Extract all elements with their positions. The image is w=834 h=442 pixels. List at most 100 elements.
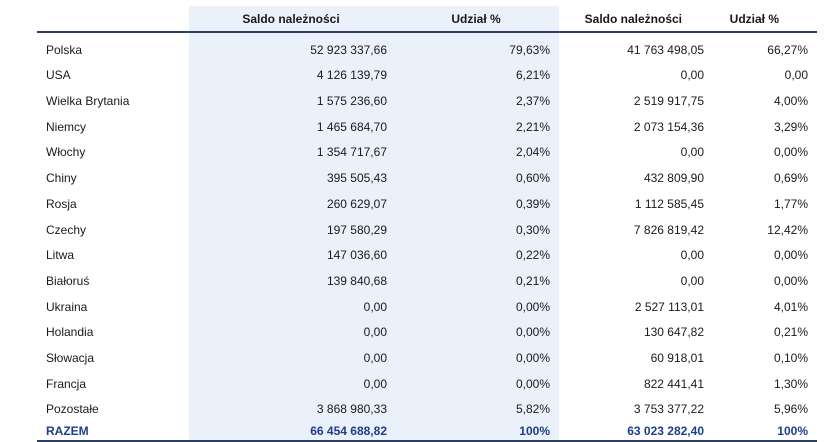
saldo-2-cell: 2 519 917,75 [633, 94, 704, 109]
udzial-2-cell: 3,29% [773, 119, 808, 134]
udzial-2-cell: 0,00 [784, 68, 808, 83]
udzial-1-cell: 0,21% [393, 264, 559, 290]
header-udzial-2: Udział % [710, 6, 817, 33]
udzial-2-cell: 0,00% [773, 145, 808, 160]
saldo-2-cell: 0,00 [680, 145, 704, 160]
table-row: Niemcy 1 465 684,70 2,21% 2 073 154,36 3,29% [37, 110, 817, 136]
udzial-2-cell: 0,00% [773, 273, 808, 288]
country-cell: Ukraina [46, 299, 88, 314]
saldo-2-cell: 60 918,01 [650, 350, 704, 365]
table-row: Pozostałe 3 868 980,33 5,82% 3 753 377,22 5,… [37, 392, 817, 419]
saldo-1-cell: 3 868 980,33 [189, 392, 393, 419]
saldo-1-cell: 0,00 [189, 289, 393, 316]
udzial-1-cell: 0,00% [393, 366, 559, 393]
saldo-2-cell: 0,00 [680, 273, 704, 288]
udzial-1-cell: 0,22% [393, 238, 559, 265]
total-udzial-2: 100% [710, 418, 817, 442]
udzial-2-cell: 0,69% [773, 171, 808, 186]
saldo-2-cell: 3 753 377,22 [633, 402, 704, 417]
saldo-1-cell: 0,00 [189, 366, 393, 393]
total-saldo-2: 63 023 282,40 [559, 418, 710, 442]
country-cell: Białoruś [46, 273, 90, 288]
country-cell: Wielka Brytania [46, 94, 130, 109]
udzial-1-cell: 2,21% [393, 110, 559, 136]
saldo-1-cell: 1 465 684,70 [189, 110, 393, 136]
saldo-1-cell: 139 840,68 [189, 264, 393, 290]
saldo-1-cell: 4 126 139,79 [189, 58, 393, 85]
saldo-2-cell: 130 647,82 [643, 325, 704, 340]
country-cell: Rosja [46, 196, 77, 211]
udzial-1-cell: 0,00% [393, 289, 559, 316]
udzial-2-cell: 4,01% [773, 299, 808, 314]
udzial-1-cell: 2,04% [393, 135, 559, 162]
saldo-2-cell: 0,00 [680, 248, 704, 263]
table-row: Włochy 1 354 717,67 2,04% 0,00 0,00% [37, 135, 817, 162]
udzial-2-cell: 0,10% [773, 350, 808, 365]
header-saldo-1: Saldo należności [189, 6, 393, 33]
udzial-1-cell: 0,30% [393, 212, 559, 239]
table-row: Francja 0,00 0,00% 822 441,41 1,30% [37, 366, 817, 393]
country-cell: Litwa [46, 248, 75, 263]
udzial-1-cell: 5,82% [393, 392, 559, 419]
udzial-1-cell: 0,00% [393, 315, 559, 342]
saldo-1-cell: 260 629,07 [189, 187, 393, 213]
udzial-1-cell: 2,37% [393, 84, 559, 111]
total-saldo-1: 66 454 688,82 [189, 418, 393, 442]
receivables-by-country-table: Saldo należności Udział % Saldo należnoś… [37, 6, 817, 442]
header-saldo-2: Saldo należności [559, 6, 710, 33]
country-cell: Czechy [46, 222, 87, 237]
country-cell: Chiny [46, 171, 77, 186]
udzial-1-cell: 79,63% [393, 32, 559, 59]
header-udzial-1: Udział % [393, 6, 559, 33]
country-cell: Włochy [46, 145, 86, 160]
udzial-2-cell: 66,27% [767, 42, 808, 57]
country-cell: Słowacja [46, 350, 95, 365]
table-row: Polska 52 923 337,66 79,63% 41 763 498,05 66… [37, 32, 817, 59]
saldo-2-cell: 822 441,41 [643, 376, 704, 391]
saldo-1-cell: 0,00 [189, 341, 393, 367]
country-cell: Pozostałe [46, 402, 99, 417]
country-cell: Niemcy [46, 119, 87, 134]
udzial-2-cell: 1,30% [773, 376, 808, 391]
header-row: Saldo należności Udział % Saldo należnoś… [37, 6, 817, 33]
saldo-2-cell: 2 527 113,01 [634, 299, 704, 314]
udzial-1-cell: 6,21% [393, 58, 559, 85]
country-cell: Polska [46, 42, 83, 57]
saldo-2-cell: 432 809,90 [643, 171, 704, 186]
table-row: Słowacja 0,00 0,00% 60 918,01 0,10% [37, 341, 817, 367]
receivables-table-wrapper: Saldo należności Udział % Saldo należnoś… [37, 6, 817, 442]
header-country [37, 6, 189, 33]
country-cell: Holandia [46, 325, 94, 340]
country-cell: Francja [46, 376, 87, 391]
table-row: Litwa 147 036,60 0,22% 0,00 0,00% [37, 238, 817, 265]
saldo-2-cell: 2 073 154,36 [633, 119, 704, 134]
udzial-2-cell: 12,42% [767, 222, 808, 237]
table-row: Holandia 0,00 0,00% 130 647,82 0,21% [37, 315, 817, 342]
country-cell: USA [46, 68, 71, 83]
saldo-2-cell: 41 763 498,05 [627, 42, 704, 57]
udzial-1-cell: 0,00% [393, 341, 559, 367]
saldo-1-cell: 147 036,60 [189, 238, 393, 265]
saldo-2-cell: 0,00 [680, 68, 704, 83]
udzial-1-cell: 0,60% [393, 161, 559, 188]
udzial-2-cell: 5,96% [773, 402, 808, 417]
table-row: Czechy 197 580,29 0,30% 7 826 819,42 12,42% [37, 212, 817, 239]
table-row: Chiny 395 505,43 0,60% 432 809,90 0,69% [37, 161, 817, 188]
saldo-1-cell: 52 923 337,66 [189, 32, 393, 59]
table-row: Białoruś 139 840,68 0,21% 0,00 0,00% [37, 264, 817, 290]
total-udzial-1: 100% [393, 418, 559, 442]
table-body: Polska 52 923 337,66 79,63% 41 763 498,05 66… [37, 32, 817, 442]
table-row: Rosja 260 629,07 0,39% 1 112 585,45 1,77% [37, 187, 817, 213]
saldo-1-cell: 395 505,43 [189, 161, 393, 188]
saldo-1-cell: 1 354 717,67 [189, 135, 393, 162]
saldo-1-cell: 1 575 236,60 [189, 84, 393, 111]
saldo-1-cell: 197 580,29 [189, 212, 393, 239]
total-country: RAZEM [37, 418, 189, 442]
table-row: USA 4 126 139,79 6,21% 0,00 0,00 [37, 58, 817, 85]
udzial-2-cell: 0,00% [773, 248, 808, 263]
udzial-2-cell: 1,77% [773, 196, 808, 211]
table-row: Wielka Brytania 1 575 236,60 2,37% 2 519 91… [37, 84, 817, 111]
table-row: Ukraina 0,00 0,00% 2 527 113,01 4,01% [37, 289, 817, 316]
udzial-2-cell: 0,21% [773, 325, 808, 340]
total-row: RAZEM 66 454 688,82 100% 63 023 282,40 1… [37, 418, 817, 442]
